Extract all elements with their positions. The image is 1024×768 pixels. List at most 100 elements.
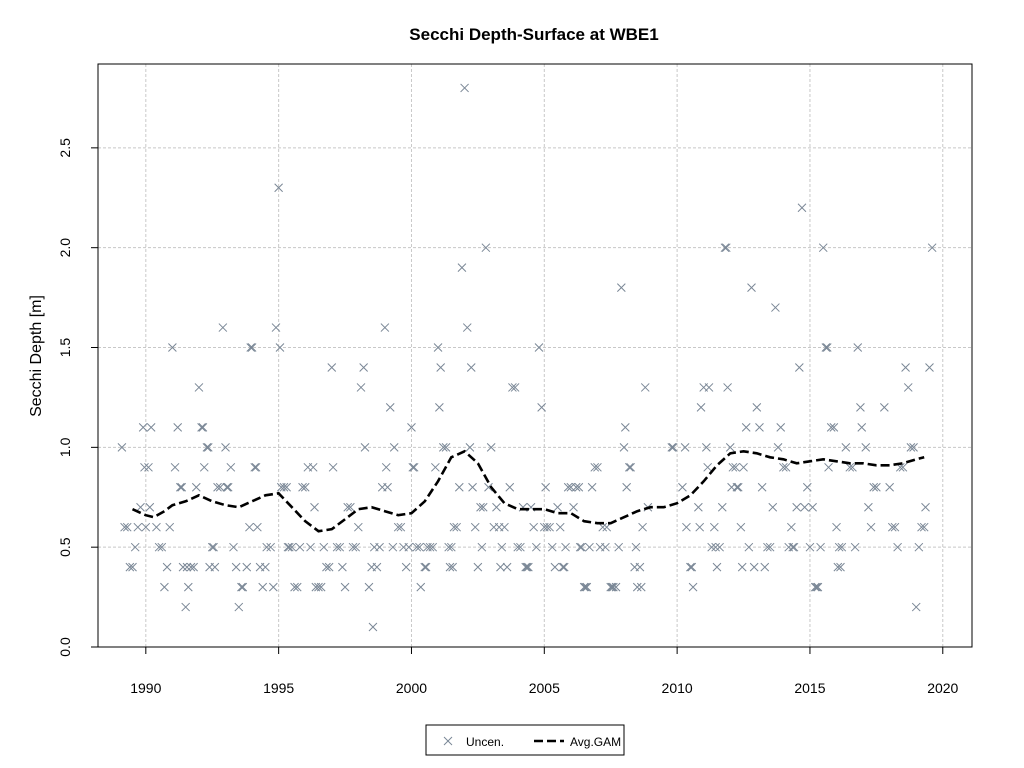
data-point xyxy=(360,442,370,452)
data-point xyxy=(547,542,557,552)
data-point xyxy=(818,243,828,253)
data-point xyxy=(688,582,698,592)
data-point xyxy=(711,542,720,552)
data-point xyxy=(484,482,493,492)
data-point xyxy=(542,522,552,532)
data-point xyxy=(732,482,742,492)
x-tick-label: 1995 xyxy=(263,680,294,696)
data-point xyxy=(760,562,770,572)
data-point xyxy=(364,582,374,592)
data-point xyxy=(324,562,334,572)
data-point xyxy=(332,542,342,552)
data-point xyxy=(284,542,294,552)
data-point xyxy=(712,562,722,572)
data-point xyxy=(779,462,788,472)
data-point xyxy=(412,542,422,552)
data-point xyxy=(516,542,525,552)
data-point xyxy=(292,582,302,592)
data-point xyxy=(808,502,817,512)
data-point xyxy=(829,423,839,432)
data-point xyxy=(146,423,156,432)
data-point xyxy=(837,542,847,552)
data-point xyxy=(160,582,169,592)
data-point xyxy=(607,582,617,592)
data-point xyxy=(703,462,713,472)
data-point xyxy=(478,502,488,512)
data-point xyxy=(513,542,523,552)
y-tick-label: 0.0 xyxy=(57,637,73,657)
data-point xyxy=(872,482,881,492)
data-point xyxy=(792,502,802,512)
data-point xyxy=(431,462,440,472)
data-point xyxy=(130,542,140,552)
data-point xyxy=(396,522,406,532)
data-point xyxy=(704,383,714,392)
data-point xyxy=(834,542,844,552)
data-point xyxy=(457,263,467,273)
data-point xyxy=(802,482,812,492)
data-point xyxy=(563,482,573,492)
data-point xyxy=(420,562,430,572)
data-point xyxy=(510,383,520,392)
data-point xyxy=(833,562,843,572)
data-point xyxy=(914,542,924,552)
data-point xyxy=(359,363,369,372)
data-point xyxy=(262,542,272,552)
data-point xyxy=(186,562,196,572)
data-point xyxy=(462,323,472,332)
data-point xyxy=(207,542,217,552)
data-point xyxy=(316,582,326,592)
data-point xyxy=(841,442,851,452)
data-point xyxy=(154,542,164,552)
data-point xyxy=(308,462,318,472)
y-axis-label: Secchi Depth [m] xyxy=(28,295,45,417)
data-point xyxy=(635,562,645,572)
data-point xyxy=(632,582,642,592)
data-point xyxy=(117,442,127,452)
data-point xyxy=(521,562,531,572)
data-point xyxy=(181,602,191,612)
data-point xyxy=(715,542,724,552)
data-point xyxy=(687,562,697,572)
data-point xyxy=(575,542,585,552)
data-point xyxy=(441,442,451,452)
data-point xyxy=(274,183,283,193)
data-point xyxy=(375,542,384,552)
data-point xyxy=(757,482,767,492)
data-point xyxy=(812,582,821,592)
data-point xyxy=(425,542,435,552)
x-tick-label: 2000 xyxy=(396,680,427,696)
data-point xyxy=(781,462,791,472)
data-point xyxy=(145,502,155,512)
data-point xyxy=(749,562,759,572)
data-point xyxy=(614,542,624,552)
data-point xyxy=(787,522,796,532)
data-point xyxy=(622,482,632,492)
data-point xyxy=(165,522,175,532)
data-point xyxy=(728,462,738,472)
data-point xyxy=(199,462,209,472)
data-point xyxy=(850,542,860,552)
data-point xyxy=(477,542,487,552)
data-point xyxy=(611,582,621,592)
data-point xyxy=(283,542,293,552)
data-point xyxy=(741,423,751,432)
y-tick-label: 1.5 xyxy=(57,338,73,358)
data-point xyxy=(529,522,539,532)
data-point xyxy=(231,562,241,572)
data-point xyxy=(619,442,629,452)
data-point xyxy=(911,602,921,612)
data-point xyxy=(125,562,135,572)
data-point xyxy=(626,462,635,472)
data-point xyxy=(322,562,331,572)
data-point xyxy=(585,542,594,552)
data-point xyxy=(203,442,213,452)
data-point xyxy=(857,423,867,432)
data-point xyxy=(136,502,145,512)
data-point xyxy=(268,582,278,592)
data-point xyxy=(428,542,438,552)
data-point xyxy=(258,582,268,592)
data-point xyxy=(824,462,833,472)
x-tick-label: 2010 xyxy=(662,680,693,696)
data-point xyxy=(492,502,501,512)
